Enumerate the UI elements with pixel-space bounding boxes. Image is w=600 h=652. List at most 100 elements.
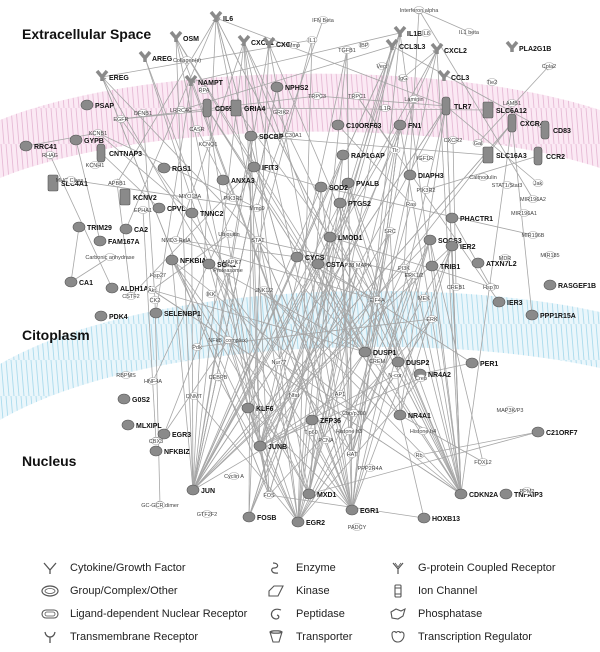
node-PLA2G1B[interactable]: PLA2G1B	[505, 40, 551, 53]
node-IL1B[interactable]: IL1B	[393, 25, 422, 38]
node-collagens[interactable]: Collagen(s)	[173, 56, 201, 65]
node-GRIA4[interactable]: GRIA4	[230, 99, 266, 117]
node-mir196b[interactable]: MIR196B	[522, 231, 545, 240]
node-SELENBP1[interactable]: SELENBP1	[149, 307, 201, 319]
node-mhc_class_i[interactable]: MHC Class I	[56, 176, 87, 185]
node-pdk[interactable]: Pdk	[191, 343, 203, 352]
node-hat[interactable]: HAT	[346, 450, 358, 459]
node-mmp9[interactable]: Mmp9	[249, 204, 265, 213]
node-DUSP2[interactable]: DUSP2	[391, 356, 429, 368]
node-TRIM29[interactable]: TRIM29	[72, 221, 112, 233]
node-mapk7[interactable]: MAPK7	[223, 258, 242, 267]
node-IFIT3[interactable]: IFIT3	[247, 161, 278, 173]
node-nfkb[interactable]: NFkB (complex)	[208, 336, 248, 345]
node-NR4A1[interactable]: NR4A1	[393, 409, 431, 421]
node-cpla2[interactable]: Cpla2	[542, 62, 556, 71]
node-nur77[interactable]: Nur77	[272, 358, 287, 367]
node-creb[interactable]: Creb	[415, 374, 427, 383]
node-rb[interactable]: Rb	[413, 451, 425, 460]
node-SLC4A1[interactable]: SLC4A1	[47, 174, 88, 192]
node-src[interactable]: SRC	[384, 227, 396, 236]
node-CCL3L3[interactable]: CCL3L3	[385, 38, 426, 51]
node-cstf2[interactable]: CSTF2	[122, 292, 140, 301]
node-IL6[interactable]: IL6	[209, 10, 233, 23]
node-HOXB13[interactable]: HOXB13	[417, 512, 460, 524]
node-il1[interactable]: IL1	[306, 36, 318, 45]
node-TNNC2[interactable]: TNNC2	[185, 207, 223, 219]
node-mapk3_p3[interactable]: MAP3K/P3	[497, 406, 524, 415]
node-CXCL2[interactable]: CXCL2	[430, 42, 467, 55]
node-fos[interactable]: FOS	[263, 491, 275, 500]
node-hnf4a[interactable]: HNF4A	[144, 377, 162, 386]
node-FAM167A[interactable]: FAM167A	[93, 235, 140, 247]
node-erk[interactable]: ERK	[426, 315, 438, 324]
node-dnmt[interactable]: DNMT	[186, 392, 203, 401]
node-CDKN2A[interactable]: CDKN2A	[454, 488, 498, 500]
node-apbb1[interactable]: APBB1	[108, 179, 126, 188]
node-gc_gcr_dimer[interactable]: GC-GCR dimer	[141, 501, 179, 510]
node-carbonic_anhydrase[interactable]: Carbonic anhydrase	[85, 253, 135, 262]
node-CD83[interactable]: CD83	[540, 120, 571, 140]
node-stat[interactable]: STAT	[251, 236, 265, 245]
node-PER1[interactable]: PER1	[465, 357, 498, 369]
node-RAP1GAP[interactable]: RAP1GAP	[336, 149, 385, 161]
node-mmp[interactable]: Mmp	[288, 41, 300, 50]
node-ATXN7L2[interactable]: ATXN7L2	[471, 257, 517, 269]
node-jnk1_2[interactable]: JNK1/2	[255, 286, 273, 295]
node-EGR3[interactable]: EGR3	[157, 428, 191, 440]
node-NFKBIZ[interactable]: NFKBIZ	[149, 445, 190, 457]
node-PTGS2[interactable]: PTGS2	[333, 197, 371, 209]
node-AREG[interactable]: AREG	[138, 50, 173, 63]
node-PSAP[interactable]: PSAP	[80, 99, 114, 111]
node-ppp2r4a[interactable]: PPP2R4A	[358, 464, 383, 473]
node-dfnb1[interactable]: DFNB1	[134, 109, 152, 118]
node-slc30a1[interactable]: SLC30A1	[278, 131, 302, 140]
node-trpc3[interactable]: TRPC3	[308, 92, 326, 101]
node-padcy[interactable]: PADCY	[348, 523, 367, 532]
node-CA1[interactable]: CA1	[64, 276, 93, 288]
node-G0S2[interactable]: G0S2	[117, 393, 150, 405]
node-pik3r1[interactable]: PIK3R1	[224, 194, 243, 203]
node-PHACTR1[interactable]: PHACTR1	[445, 212, 493, 224]
node-CPVL[interactable]: CPVL	[152, 202, 186, 214]
node-il1_beta[interactable]: IL1 beta	[459, 28, 480, 37]
node-NAMPT[interactable]: NAMPT	[184, 74, 224, 87]
node-lrrc4c[interactable]: LRRC4C	[170, 106, 192, 115]
node-proteasome[interactable]: Proteasome	[213, 266, 243, 275]
node-SLC6A12[interactable]: SLC6A12	[482, 101, 527, 119]
node-ZFP36[interactable]: ZFP36	[305, 414, 341, 426]
node-RASGEF1B[interactable]: RASGEF1B	[543, 279, 596, 291]
node-creb1[interactable]: CREB1	[447, 283, 465, 292]
node-il8[interactable]: IL8	[420, 29, 432, 38]
node-tgfb1[interactable]: TGFB1	[338, 46, 356, 55]
node-CCL3[interactable]: CCL3	[437, 69, 469, 82]
node-rhag[interactable]: RHAG	[42, 151, 58, 160]
node-mek[interactable]: MEK	[418, 294, 430, 303]
node-FN1[interactable]: FN1	[393, 119, 421, 131]
node-nfat[interactable]: Nfat	[288, 391, 300, 400]
node-MXD1[interactable]: MXD1	[302, 488, 337, 500]
node-mir185[interactable]: MIR185	[540, 251, 560, 260]
node-kcnb1[interactable]: KCNB1	[89, 129, 107, 138]
node-NFKBIA[interactable]: NFKBIA	[165, 254, 206, 266]
node-pi3k[interactable]: PI3K	[398, 264, 410, 273]
node-GYPB[interactable]: GYPB	[69, 134, 104, 146]
node-stat1_ht[interactable]: STAT1/Stat3	[492, 181, 523, 190]
node-CSTA[interactable]: CSTA	[311, 258, 345, 270]
node-DUSP1[interactable]: DUSP1	[358, 346, 396, 358]
node-kcnh1[interactable]: KCNH1	[86, 161, 105, 170]
node-mir196a1[interactable]: MIR196A1	[511, 209, 537, 218]
node-rpa[interactable]: RPA	[199, 86, 210, 95]
node-ppm2[interactable]: PPM2	[520, 487, 535, 496]
node-epha1[interactable]: EPHA1	[134, 206, 152, 215]
node-EGR1[interactable]: EGR1	[345, 504, 379, 516]
node-CXCL3[interactable]: CXCL3	[262, 36, 299, 49]
node-calmodulin[interactable]: Calmodulin	[469, 173, 497, 182]
node-RRC41[interactable]: RRC41	[19, 140, 57, 152]
node-PDK4[interactable]: PDK4	[94, 310, 128, 322]
node-DIAPH3[interactable]: DIAPH3	[403, 169, 444, 181]
node-cyclin_a[interactable]: Cyclin A	[224, 472, 244, 481]
node-foxl2[interactable]: FOXL2	[474, 458, 492, 467]
node-jak[interactable]: Jak	[532, 179, 544, 188]
node-C21ORF7[interactable]: C21ORF7	[531, 426, 578, 438]
